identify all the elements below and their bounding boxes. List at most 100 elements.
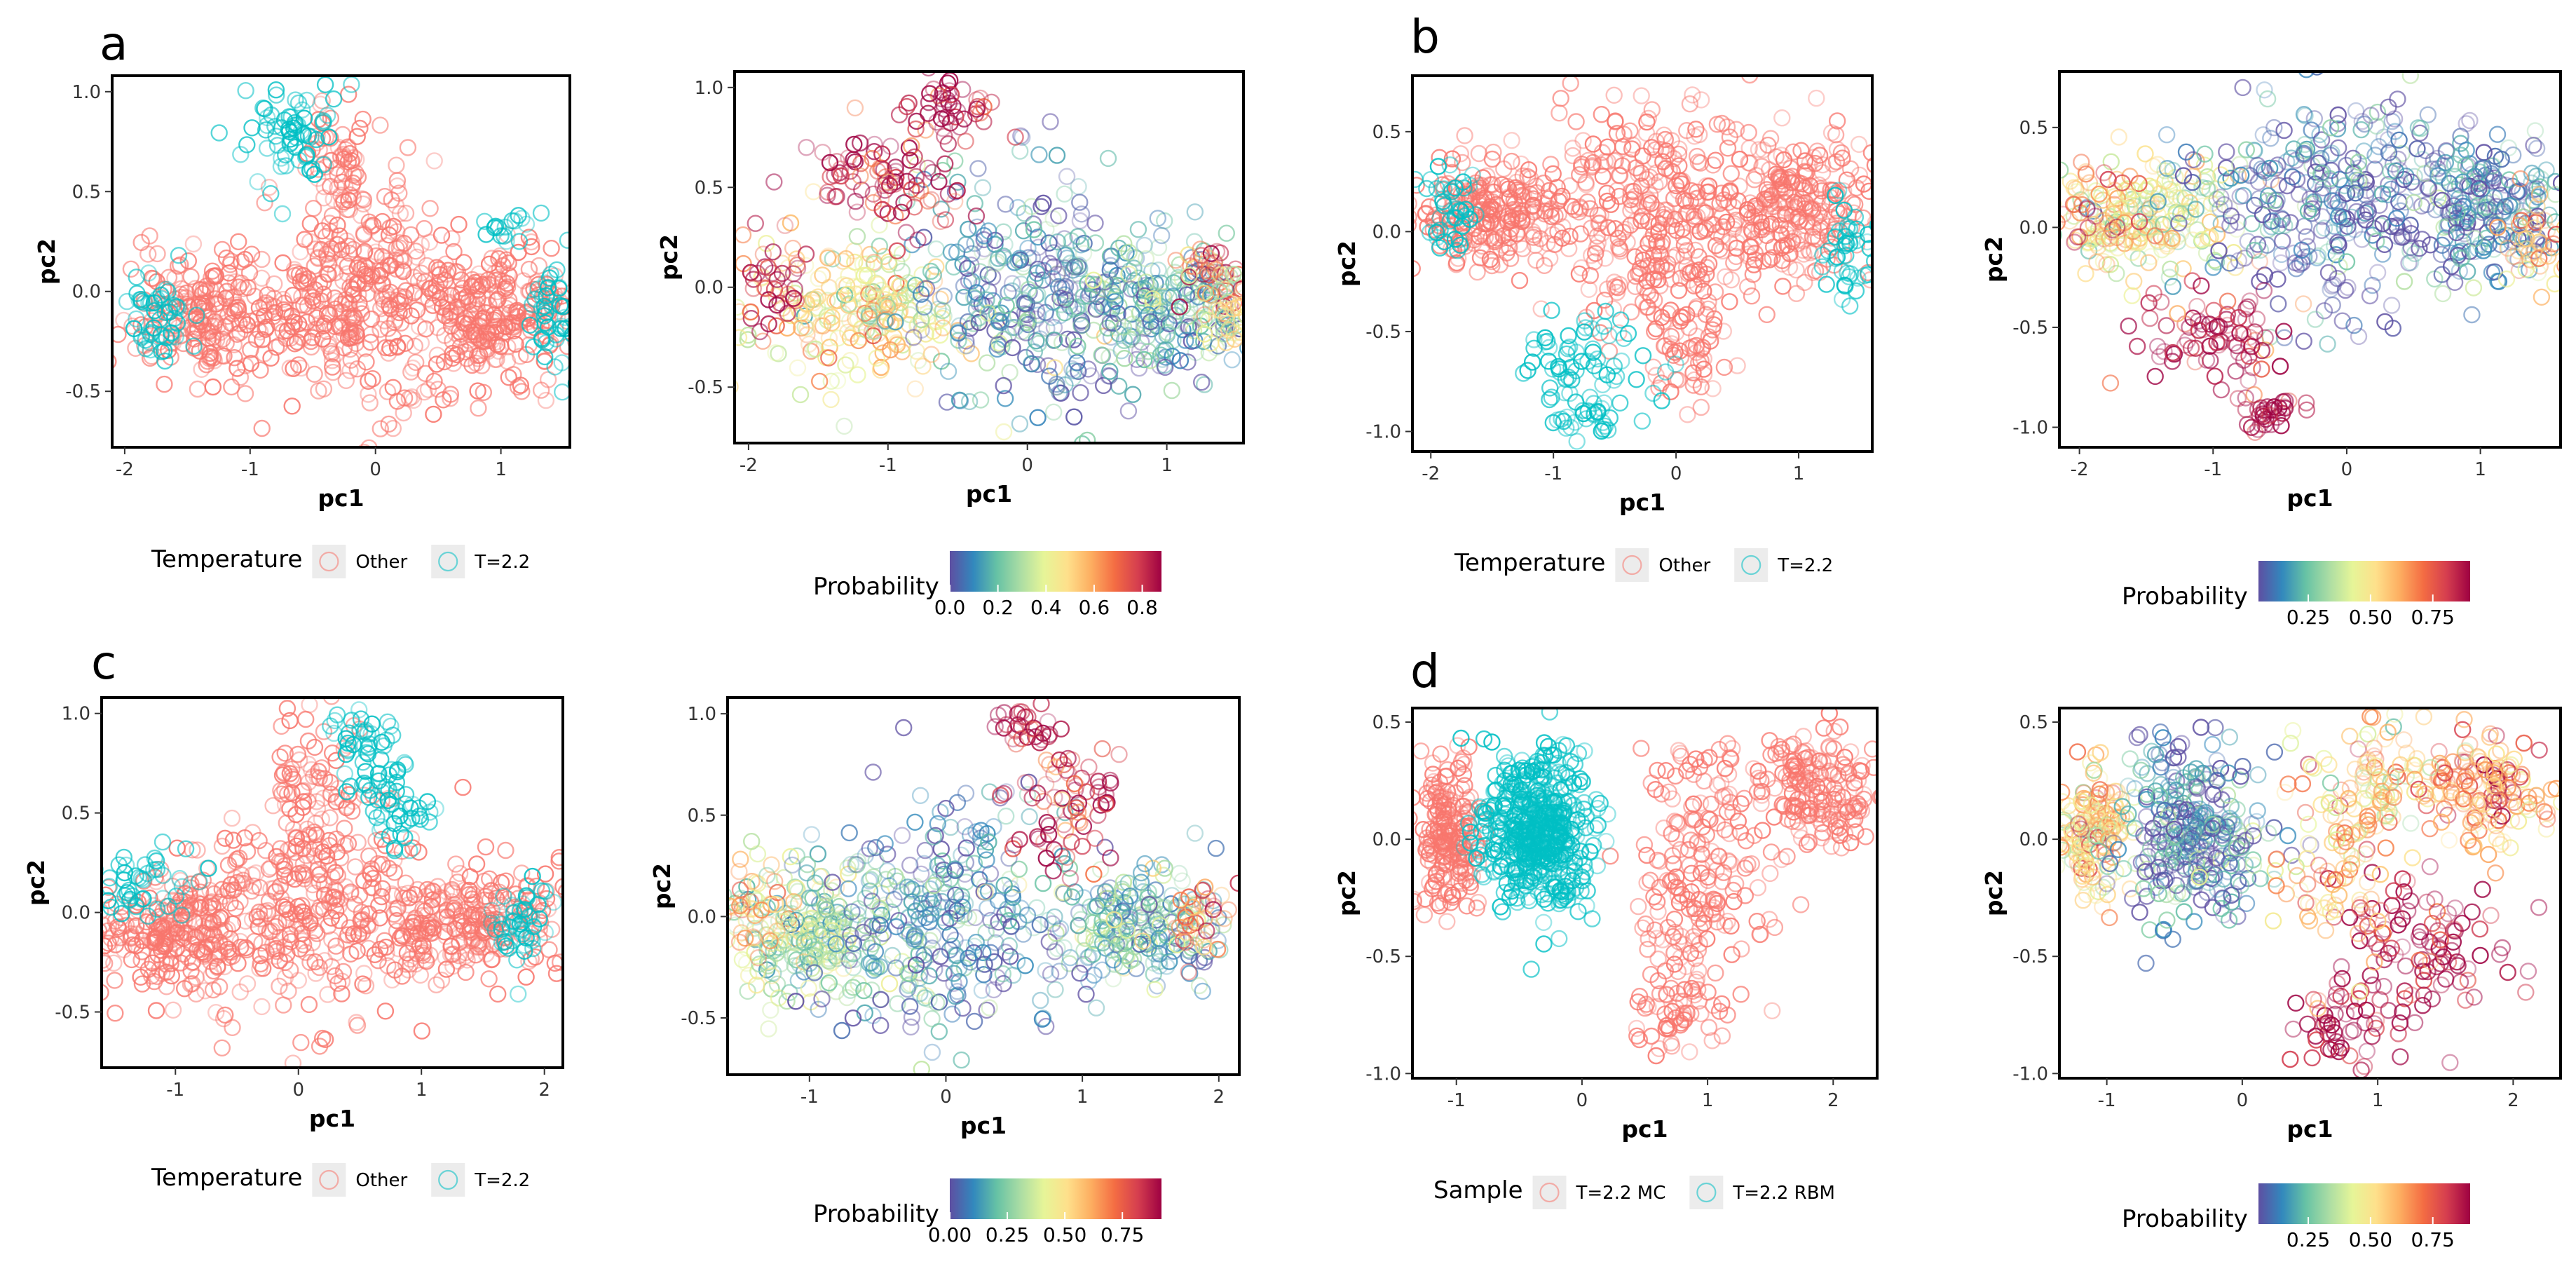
data-point	[2299, 203, 2317, 220]
data-point	[796, 257, 815, 274]
data-point	[1789, 195, 1806, 213]
data-point	[2294, 254, 2311, 272]
data-point	[360, 386, 377, 403]
data-point	[2344, 149, 2362, 168]
data-point	[994, 446, 1009, 461]
data-point	[2272, 245, 2291, 264]
data-point	[2108, 170, 2126, 189]
data-point	[1586, 245, 1604, 262]
data-point	[2104, 205, 2122, 223]
data-point	[1058, 168, 1076, 185]
data-point	[1003, 275, 1021, 292]
data-point	[1645, 322, 1663, 341]
data-point	[2396, 193, 2414, 211]
data-point	[938, 393, 956, 411]
data-point	[139, 245, 157, 263]
data-point	[2475, 189, 2493, 207]
data-point	[1446, 231, 1464, 248]
data-point	[294, 793, 313, 810]
data-point	[2472, 236, 2490, 253]
data-point	[1654, 153, 1672, 170]
data-point	[1691, 261, 1708, 279]
data-point	[563, 283, 570, 301]
data-point	[1746, 244, 1764, 262]
data-point	[391, 205, 409, 222]
data-point	[243, 119, 261, 137]
data-point	[308, 130, 325, 149]
data-point	[2329, 270, 2346, 287]
data-point	[1543, 301, 1560, 319]
data-point	[1085, 300, 1103, 318]
data-point	[1721, 293, 1738, 311]
data-point	[272, 158, 290, 175]
data-point	[1436, 233, 1453, 250]
data-point	[1551, 104, 1568, 122]
data-point	[226, 869, 244, 887]
data-point	[275, 996, 292, 1014]
data-point	[327, 937, 345, 955]
data-point	[281, 712, 299, 730]
data-point	[1422, 171, 1440, 189]
data-point	[327, 830, 346, 848]
data-point	[425, 918, 442, 937]
data-point	[1668, 222, 1686, 239]
data-point	[1686, 241, 1704, 259]
data-point	[2094, 252, 2113, 271]
data-point	[486, 910, 505, 928]
data-point	[2195, 172, 2214, 190]
data-point	[2253, 360, 2270, 378]
data-point	[226, 899, 245, 917]
data-point	[301, 215, 319, 233]
data-point	[2303, 200, 2321, 218]
data-point	[537, 334, 555, 352]
data-point	[460, 332, 477, 349]
data-point	[1731, 150, 1749, 168]
data-point	[2389, 90, 2406, 108]
data-point	[961, 320, 979, 337]
data-point	[2264, 212, 2282, 230]
data-point	[2202, 352, 2219, 369]
data-point	[2336, 281, 2354, 299]
data-point	[2235, 250, 2254, 267]
data-point	[2262, 130, 2279, 147]
data-point	[340, 237, 357, 255]
data-point	[158, 963, 176, 981]
data-point	[2221, 254, 2239, 272]
data-point	[995, 247, 1012, 265]
data-point	[222, 894, 239, 912]
data-point	[962, 256, 980, 274]
data-point	[217, 1006, 234, 1024]
points-a-temperature	[75, 76, 570, 447]
data-point	[484, 313, 501, 331]
data-point	[254, 960, 272, 977]
data-point	[224, 831, 243, 849]
data-point	[283, 397, 301, 415]
data-point	[1116, 350, 1133, 367]
data-point	[2038, 158, 2053, 174]
data-point	[2366, 147, 2384, 164]
data-point	[568, 292, 570, 303]
data-point	[354, 110, 372, 128]
data-point	[1713, 114, 1731, 132]
data-point	[2222, 207, 2240, 225]
data-point	[75, 332, 90, 347]
data-point	[2345, 316, 2363, 334]
data-point	[2190, 322, 2207, 339]
data-point	[1543, 208, 1560, 226]
data-point	[349, 834, 367, 851]
data-point	[201, 344, 219, 362]
data-point	[2471, 163, 2488, 181]
data-point	[2517, 260, 2535, 278]
data-point	[1758, 181, 1776, 198]
data-point	[1715, 322, 1733, 340]
data-point	[805, 341, 822, 359]
data-point	[841, 352, 859, 369]
data-point	[1677, 258, 1696, 276]
data-point	[1525, 339, 1543, 357]
data-point	[2230, 156, 2249, 173]
data-point	[2235, 186, 2252, 205]
data-point	[920, 93, 938, 111]
data-point	[542, 266, 560, 283]
data-point	[2438, 217, 2456, 235]
data-point	[1078, 431, 1096, 443]
